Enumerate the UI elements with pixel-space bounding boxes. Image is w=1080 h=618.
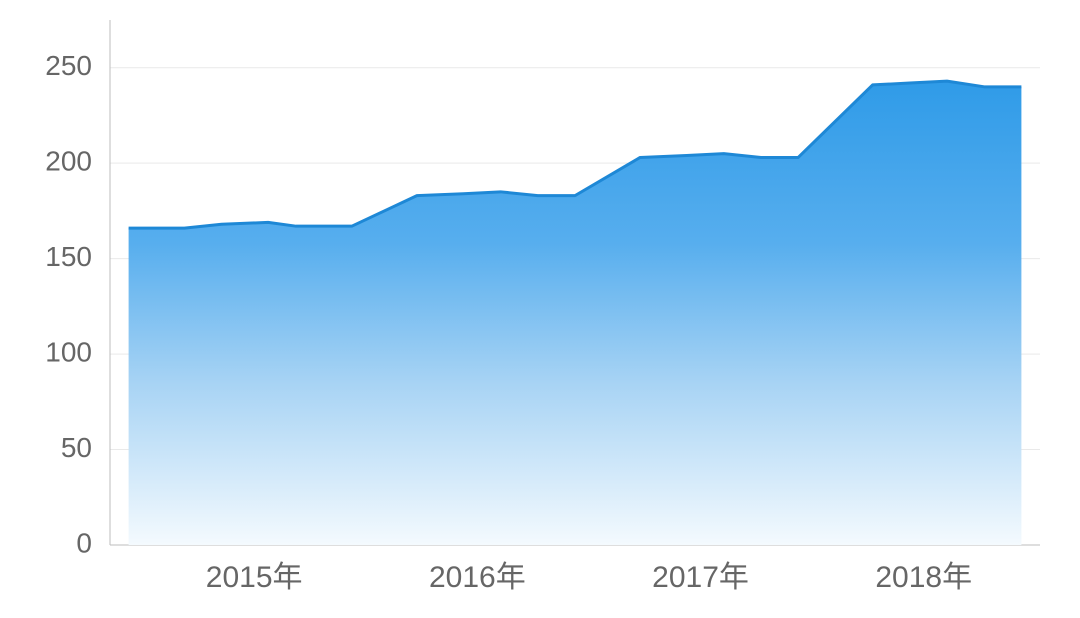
y-tick-label: 0 xyxy=(76,527,92,558)
x-tick-label: 2016年 xyxy=(429,561,526,594)
y-tick-label: 50 xyxy=(61,432,92,463)
y-tick-label: 100 xyxy=(45,336,92,367)
y-tick-label: 150 xyxy=(45,241,92,272)
x-tick-label: 2015年 xyxy=(206,561,303,594)
x-axis-labels: 2015年 2016年 2017年 2018年 xyxy=(206,561,972,594)
chart-svg: 0 50 100 150 200 250 2015年 2016年 2017年 2018年 xyxy=(0,0,1080,618)
y-axis-labels: 0 50 100 150 200 250 xyxy=(45,50,92,558)
area-chart: 0 50 100 150 200 250 2015年 2016年 2017年 2018年 xyxy=(0,0,1080,618)
x-tick-label: 2017年 xyxy=(652,561,749,594)
y-tick-label: 250 xyxy=(45,50,92,81)
y-tick-label: 200 xyxy=(45,146,92,177)
x-tick-label: 2018年 xyxy=(875,561,972,594)
area-series xyxy=(129,81,1022,545)
